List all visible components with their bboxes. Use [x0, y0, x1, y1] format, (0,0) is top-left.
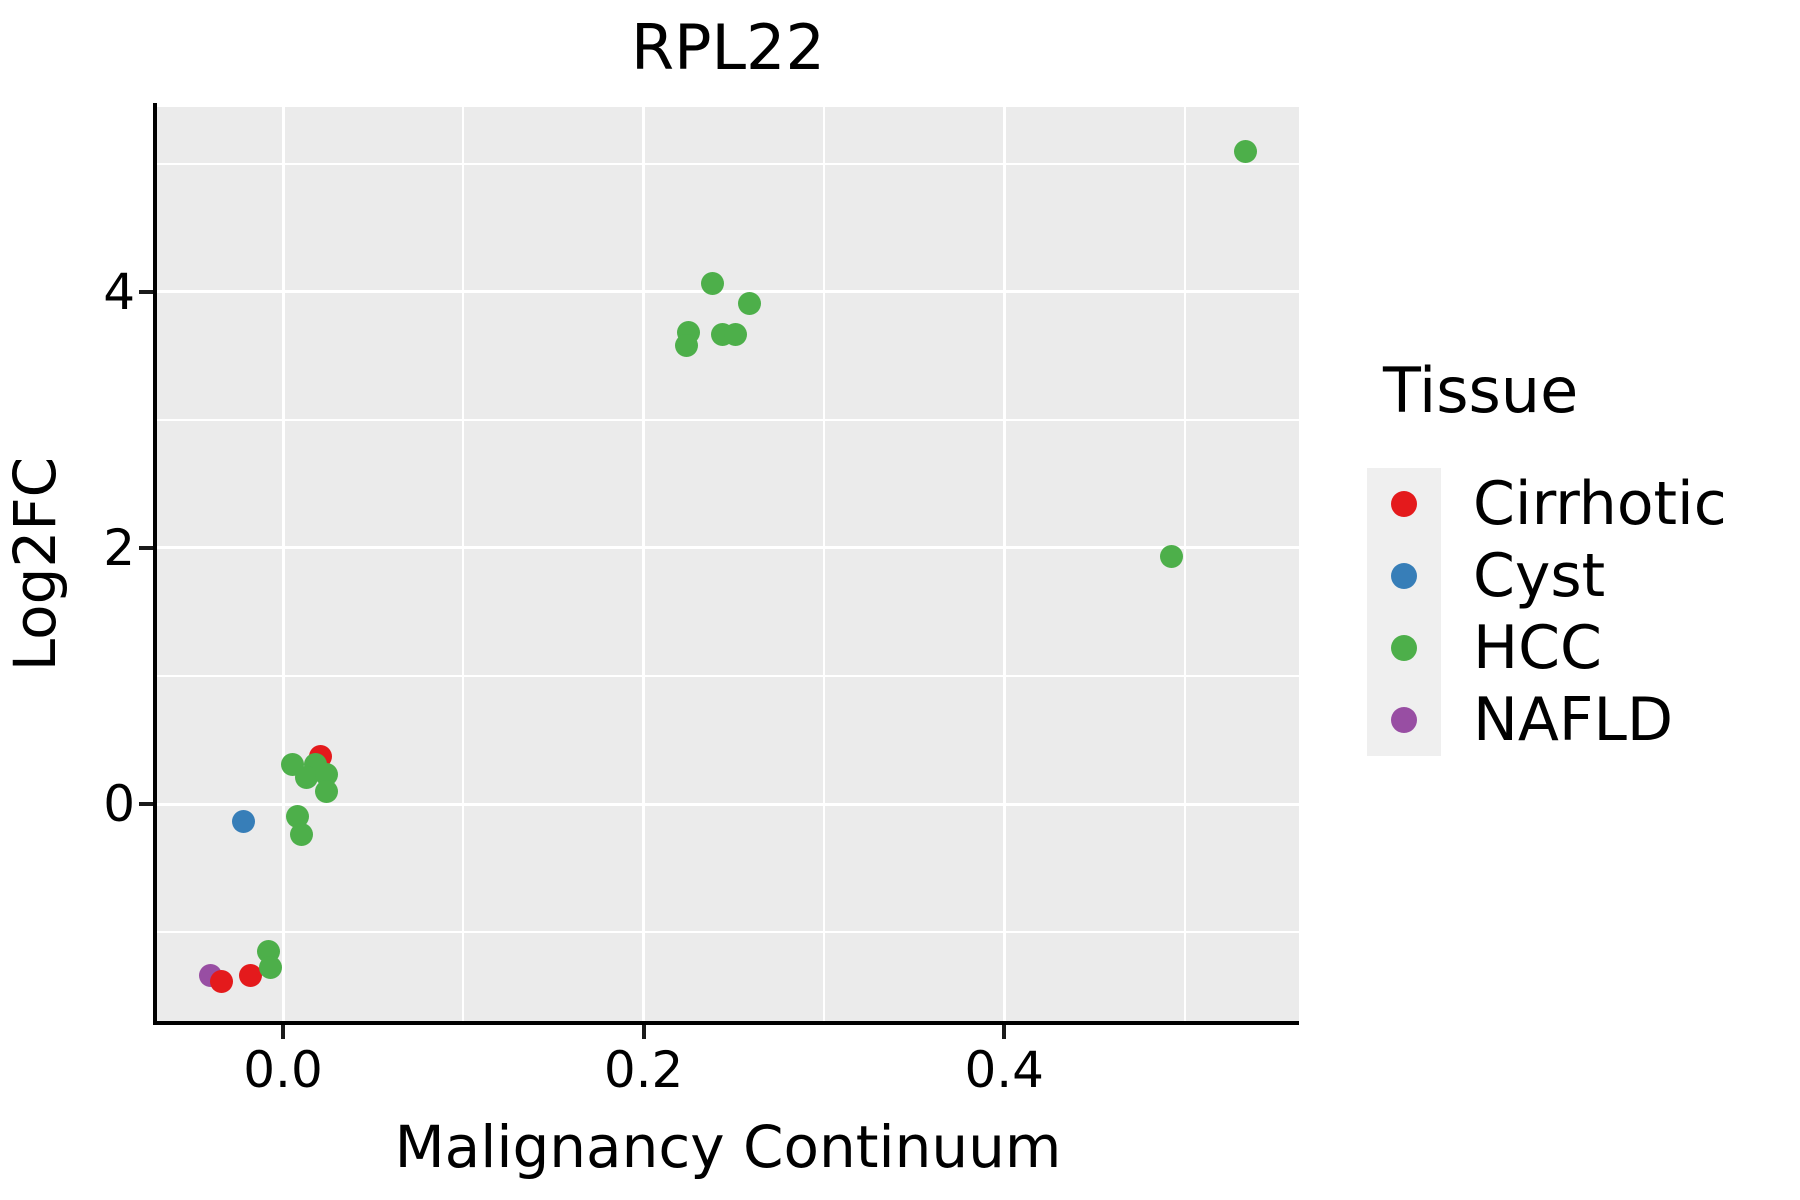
- legend-label-cirrhotic: Cirrhotic: [1473, 469, 1727, 539]
- data-point-hcc: [738, 292, 762, 316]
- data-point-hcc: [294, 765, 318, 789]
- data-point-hcc: [314, 779, 338, 803]
- data-point-hcc: [724, 322, 748, 346]
- y-tick-label: 4: [103, 262, 135, 321]
- y-tick-mark: [139, 545, 153, 550]
- x-minor-gridline: [822, 107, 825, 1021]
- x-tick-mark: [1002, 1025, 1007, 1039]
- y-tick-label: 2: [103, 518, 135, 577]
- x-tick-label: 0.4: [964, 1041, 1044, 1099]
- data-point-cyst: [231, 810, 255, 834]
- legend-label-cyst: Cyst: [1473, 541, 1606, 611]
- y-minor-gridline: [157, 675, 1299, 677]
- y-axis-line: [153, 103, 157, 1025]
- data-point-hcc: [289, 823, 313, 847]
- y-tick-mark: [139, 289, 153, 294]
- data-point-hcc: [700, 271, 724, 295]
- data-point-hcc: [285, 805, 309, 829]
- legend-swatch-cyst: [1391, 563, 1417, 589]
- data-point-hcc: [675, 334, 699, 358]
- data-point-hcc: [258, 956, 282, 980]
- x-axis-line: [153, 1021, 1299, 1025]
- y-minor-gridline: [157, 931, 1299, 933]
- y-major-gridline: [157, 546, 1299, 550]
- data-point-hcc: [1160, 545, 1184, 569]
- legend-swatch-cirrhotic: [1391, 491, 1417, 517]
- y-minor-gridline: [157, 418, 1299, 421]
- legend-label-hcc: HCC: [1473, 613, 1602, 683]
- x-tick-mark: [641, 1025, 646, 1039]
- y-axis-title: Log2FC: [1, 456, 69, 672]
- y-minor-gridline: [157, 162, 1299, 165]
- x-major-gridline: [1002, 107, 1006, 1021]
- y-major-gridline: [157, 290, 1299, 294]
- plot-title: RPL22: [631, 11, 825, 84]
- legend-swatch-nafld: [1391, 707, 1417, 733]
- x-major-gridline: [642, 107, 646, 1021]
- x-major-gridline: [281, 107, 285, 1021]
- x-minor-gridline: [1183, 107, 1186, 1021]
- legend-title: Tissue: [1383, 354, 1579, 427]
- x-tick-label: 0.2: [603, 1041, 684, 1099]
- y-major-gridline: [157, 802, 1299, 806]
- x-tick-mark: [281, 1025, 286, 1039]
- legend-swatch-hcc: [1391, 635, 1417, 661]
- plot-panel: [157, 107, 1299, 1021]
- data-point-cirrhotic: [210, 970, 234, 994]
- data-point-cirrhotic: [239, 964, 263, 988]
- x-minor-gridline: [462, 107, 465, 1021]
- y-tick-mark: [139, 802, 153, 806]
- legend-label-nafld: NAFLD: [1473, 685, 1674, 755]
- x-tick-label: 0.0: [243, 1041, 323, 1099]
- y-tick-label: 0: [103, 775, 135, 833]
- data-point-hcc: [1234, 139, 1258, 163]
- x-axis-title: Malignancy Continuum: [394, 1113, 1062, 1181]
